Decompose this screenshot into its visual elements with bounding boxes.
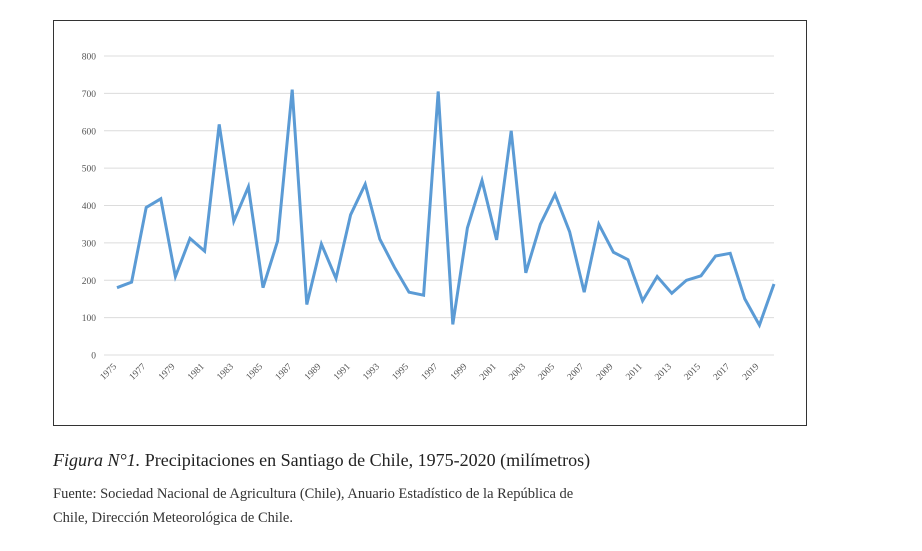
x-tick-label: 2009 [595, 362, 616, 383]
x-tick-label: 2003 [507, 362, 528, 383]
source-line-1: Fuente: Sociedad Nacional de Agricultura… [53, 486, 574, 502]
x-tick-label: 2019 [741, 362, 762, 383]
x-tick-label: 1987 [274, 362, 295, 383]
x-tick-label: 2007 [566, 362, 587, 383]
x-tick-label: 2005 [537, 362, 558, 383]
x-tick-label: 1981 [186, 362, 207, 383]
x-tick-label: 1979 [157, 362, 178, 383]
x-tick-label: 1977 [128, 362, 149, 383]
x-tick-label: 2015 [683, 362, 704, 383]
x-tick-label: 2017 [712, 362, 733, 383]
x-tick-label: 2001 [478, 362, 499, 383]
x-tick-label: 1975 [99, 362, 120, 383]
y-tick-label: 300 [82, 239, 97, 249]
x-tick-label: 1995 [391, 362, 412, 383]
x-tick-label: 2013 [653, 362, 674, 383]
figure-caption: Figura N°1. Precipitaciones en Santiago … [53, 450, 590, 471]
x-tick-label: 1997 [420, 362, 441, 383]
y-tick-label: 0 [91, 352, 96, 362]
y-tick-label: 500 [82, 165, 97, 175]
y-tick-label: 800 [82, 53, 97, 63]
x-tick-label: 2011 [624, 362, 644, 382]
x-tick-label: 1991 [332, 362, 353, 383]
x-tick-label: 1989 [303, 362, 324, 383]
figure-title: Precipitaciones en Santiago de Chile, 19… [140, 450, 591, 470]
line-chart: 0 100 200 300 400 500 600 700 800 1975 1977 1979 198… [82, 53, 776, 383]
x-tick-label: 1999 [449, 362, 470, 383]
y-tick-label: 200 [82, 277, 97, 287]
figure-label: Figura N°1. [53, 450, 141, 470]
x-tick-label: 1993 [361, 362, 382, 383]
source-line-2: Chile, Dirección Meteorológica de Chile. [53, 510, 293, 526]
chart-frame: 0 100 200 300 400 500 600 700 800 1975 1977 1979 198… [53, 20, 807, 426]
x-tick-label: 1985 [245, 362, 266, 383]
y-tick-label: 400 [82, 202, 97, 212]
y-tick-label: 600 [82, 127, 97, 137]
series-line-precipitaciones [116, 89, 776, 329]
y-tick-label: 700 [82, 90, 97, 100]
x-tick-label: 1983 [215, 362, 236, 383]
y-tick-label: 100 [82, 314, 97, 324]
